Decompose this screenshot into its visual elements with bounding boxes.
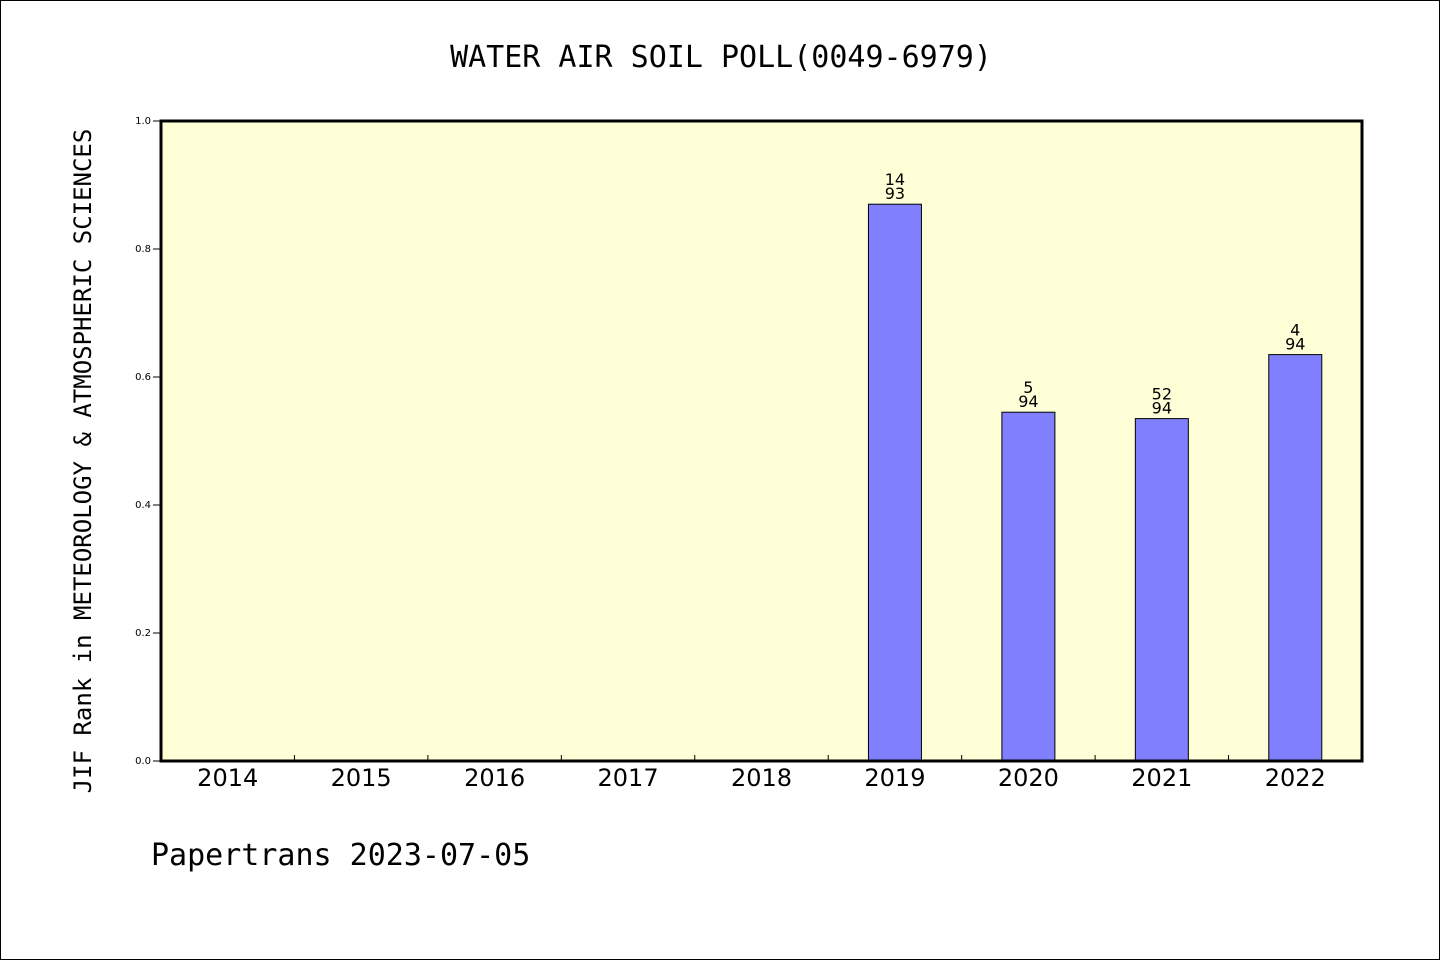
x-tick-label: 2022: [1265, 764, 1326, 792]
x-tick-label: 2018: [731, 764, 792, 792]
bar-total-label: 94: [1152, 399, 1172, 418]
x-tick-label: 2017: [598, 764, 659, 792]
bar-rank-label: 14: [885, 170, 905, 189]
x-tick-label: 2020: [998, 764, 1059, 792]
bar-total-label: 94: [1285, 335, 1305, 354]
bar-rank-label: 4: [1290, 321, 1300, 340]
y-tick-label: 1.0: [135, 116, 151, 127]
bar: [1134, 418, 1189, 762]
bar: [867, 203, 922, 762]
y-tick-label: 0.2: [135, 628, 151, 639]
bar-total-label: 94: [1018, 392, 1038, 411]
y-axis: 0.0 0.2 0.4 0.6 0.8 1.0: [135, 116, 161, 767]
y-tick-label: 0.8: [135, 244, 151, 255]
x-tick-label: 2015: [331, 764, 392, 792]
x-tick-label: 2014: [197, 764, 258, 792]
bar-rank-label: 52: [1152, 385, 1172, 404]
x-tick-label: 2019: [864, 764, 925, 792]
y-tick-label: 0.4: [135, 500, 151, 511]
footer-text: Papertrans 2023-07-05: [151, 838, 530, 873]
bar: [1001, 411, 1056, 762]
plot-border: [159, 119, 1364, 763]
x-tick-label: 2016: [464, 764, 525, 792]
y-tick-label: 0.6: [135, 372, 151, 383]
x-tick-label: 2021: [1131, 764, 1192, 792]
chart-title: WATER AIR SOIL POLL(0049-6979): [450, 40, 992, 75]
bars: [867, 203, 1323, 762]
bar-rank-label: 5: [1023, 378, 1033, 397]
y-tick-label: 0.0: [135, 756, 151, 767]
y-axis-label: JIF Rank in METEOROLOGY & ATMOSPHERIC SC…: [69, 129, 97, 794]
bar-total-label: 93: [885, 184, 905, 203]
x-axis: 2014 2015 2016 2017 2018 2019 2020 2021 2022: [197, 755, 1326, 792]
bar: [1268, 354, 1323, 762]
